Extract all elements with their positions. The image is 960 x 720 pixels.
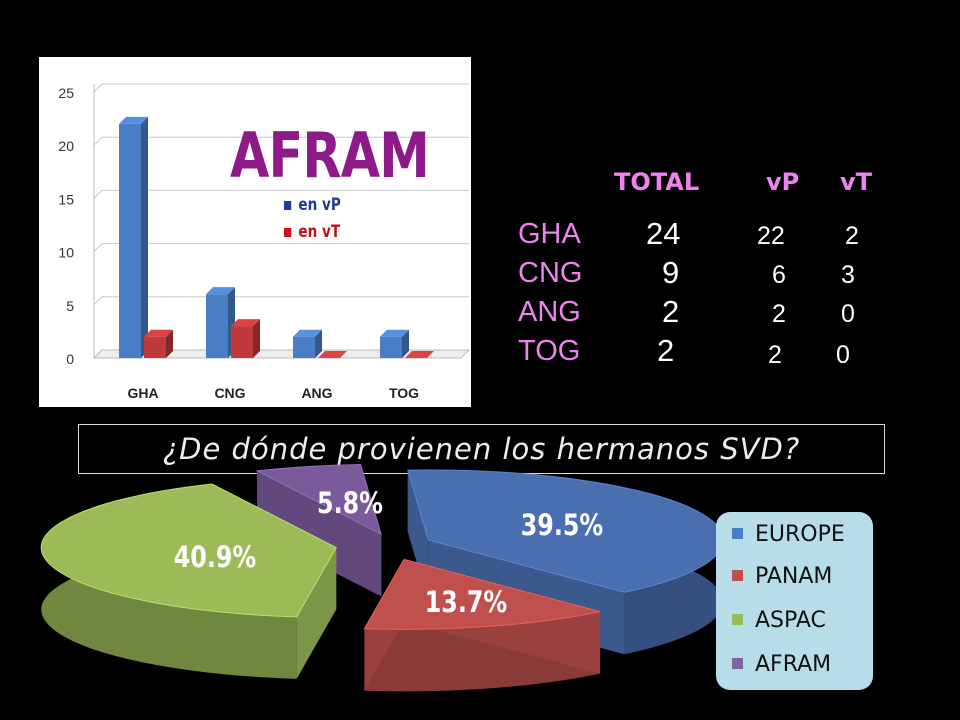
row-vp-cng: 6 [772,261,786,289]
row-total-cng: 9 [662,255,680,290]
bar-cng-vt [231,326,253,358]
pie-legend: EUROPE PANAM ASPAC AFRAM [716,512,873,690]
row-vt-cng: 3 [841,261,855,289]
gridline-depth [93,136,103,146]
row-total-gha: 24 [646,216,681,251]
gridline-depth [93,190,103,199]
x-tick-label: CNG [214,385,245,401]
row-label-cng: CNG [518,257,583,289]
legend-swatch-icon [732,657,743,669]
pie-slice-label-europe: 39.5% [521,509,603,543]
y-tick-label: 0 [66,351,74,367]
pie-legend-item-europe: EUROPE [732,522,845,547]
bar-top [231,319,260,327]
gridline-depth [93,296,103,306]
x-tick-label: TOG [389,385,419,401]
row-vp-ang: 2 [772,300,786,328]
bar-gha-vt [144,336,166,358]
pie-chart-title: ¿De dónde provienen los hermanos SVD? [162,432,801,466]
legend-swatch-icon [732,527,743,539]
row-vp-gha: 22 [757,222,785,250]
bar-side [402,329,409,358]
x-tick-label: GHA [127,385,158,401]
row-vt-ang: 0 [841,300,855,328]
bar-chart-title: AFRAM [230,119,430,192]
bar-top [206,287,235,295]
row-total-ang: 2 [662,294,680,329]
bar-tog-vp [380,336,402,358]
bar-top [380,329,409,337]
bar-chart: 0 5 10 15 20 25 GHA CNG ANG TOG [58,83,471,401]
bar-side [253,319,260,358]
y-tick-label: 5 [66,298,74,314]
legend-swatch-icon [732,613,743,625]
bar-side [315,329,322,358]
pie-slice-afram [255,464,383,597]
pie-legend-label: ASPAC [755,608,826,633]
pie-slice-top [255,464,383,536]
bar-chart-panel: 0 5 10 15 20 25 GHA CNG ANG TOG [39,57,471,407]
bar-gha-vp [119,123,141,358]
pie-legend-item-panam: PANAM [732,564,832,589]
pie-slice-top [40,483,337,618]
legend-item-en-vt: en vT [284,222,340,242]
y-tick-label: 20 [58,138,74,154]
bar-side [166,329,173,358]
row-label-gha: GHA [518,218,581,250]
pie-slice-label-afram: 5.8% [317,487,383,521]
bar-top [293,329,322,337]
row-vt-tog: 0 [836,341,850,369]
legend-swatch-icon [284,200,292,210]
x-tick-label: ANG [301,385,332,401]
bar-top [144,329,173,337]
pie-slice-panam [363,558,601,692]
row-label-ang: ANG [518,296,581,328]
pie-slice-top [363,558,601,630]
legend-label-en-vt: en vT [298,222,341,242]
row-vt-gha: 2 [845,222,859,250]
bar-top [318,351,347,358]
table-header-vp: vP [766,168,800,196]
bar-top [119,116,148,124]
pie-legend-label: AFRAM [755,652,832,677]
y-tick-label: 25 [58,85,74,101]
pie-legend-item-afram: AFRAM [732,652,831,677]
pie-legend-label: EUROPE [755,522,845,547]
bar-cng-vp [206,294,228,358]
table-header-vt: vT [840,168,873,196]
pie-legend-item-aspac: ASPAC [732,608,826,633]
legend-item-en-vp: en vP [284,195,341,215]
pie-slice-label-panam: 13.7% [425,586,507,620]
question-banner: ¿De dónde provienen los hermanos SVD? [78,424,885,474]
bar-top [405,351,434,358]
row-total-tog: 2 [657,333,675,368]
row-label-tog: TOG [518,335,581,367]
bar-ang-vp [293,336,315,358]
pie-slice-top [407,469,724,593]
pie-legend-label: PANAM [755,564,833,589]
gridline-depth [93,243,103,252]
pie-slice-aspac [40,483,337,679]
legend-swatch-icon [732,569,743,581]
y-tick-label: 15 [58,191,74,207]
pie-slice-edge [257,470,382,597]
row-vp-tog: 2 [768,341,782,369]
y-tick-label: 10 [58,245,74,261]
bar-side [141,116,148,358]
gridline-depth [93,83,103,93]
legend-swatch-icon [284,227,292,237]
pie-slice-label-aspac: 40.9% [174,541,256,575]
table-header-total: TOTAL [614,168,700,196]
legend-label-en-vp: en vP [298,195,341,215]
